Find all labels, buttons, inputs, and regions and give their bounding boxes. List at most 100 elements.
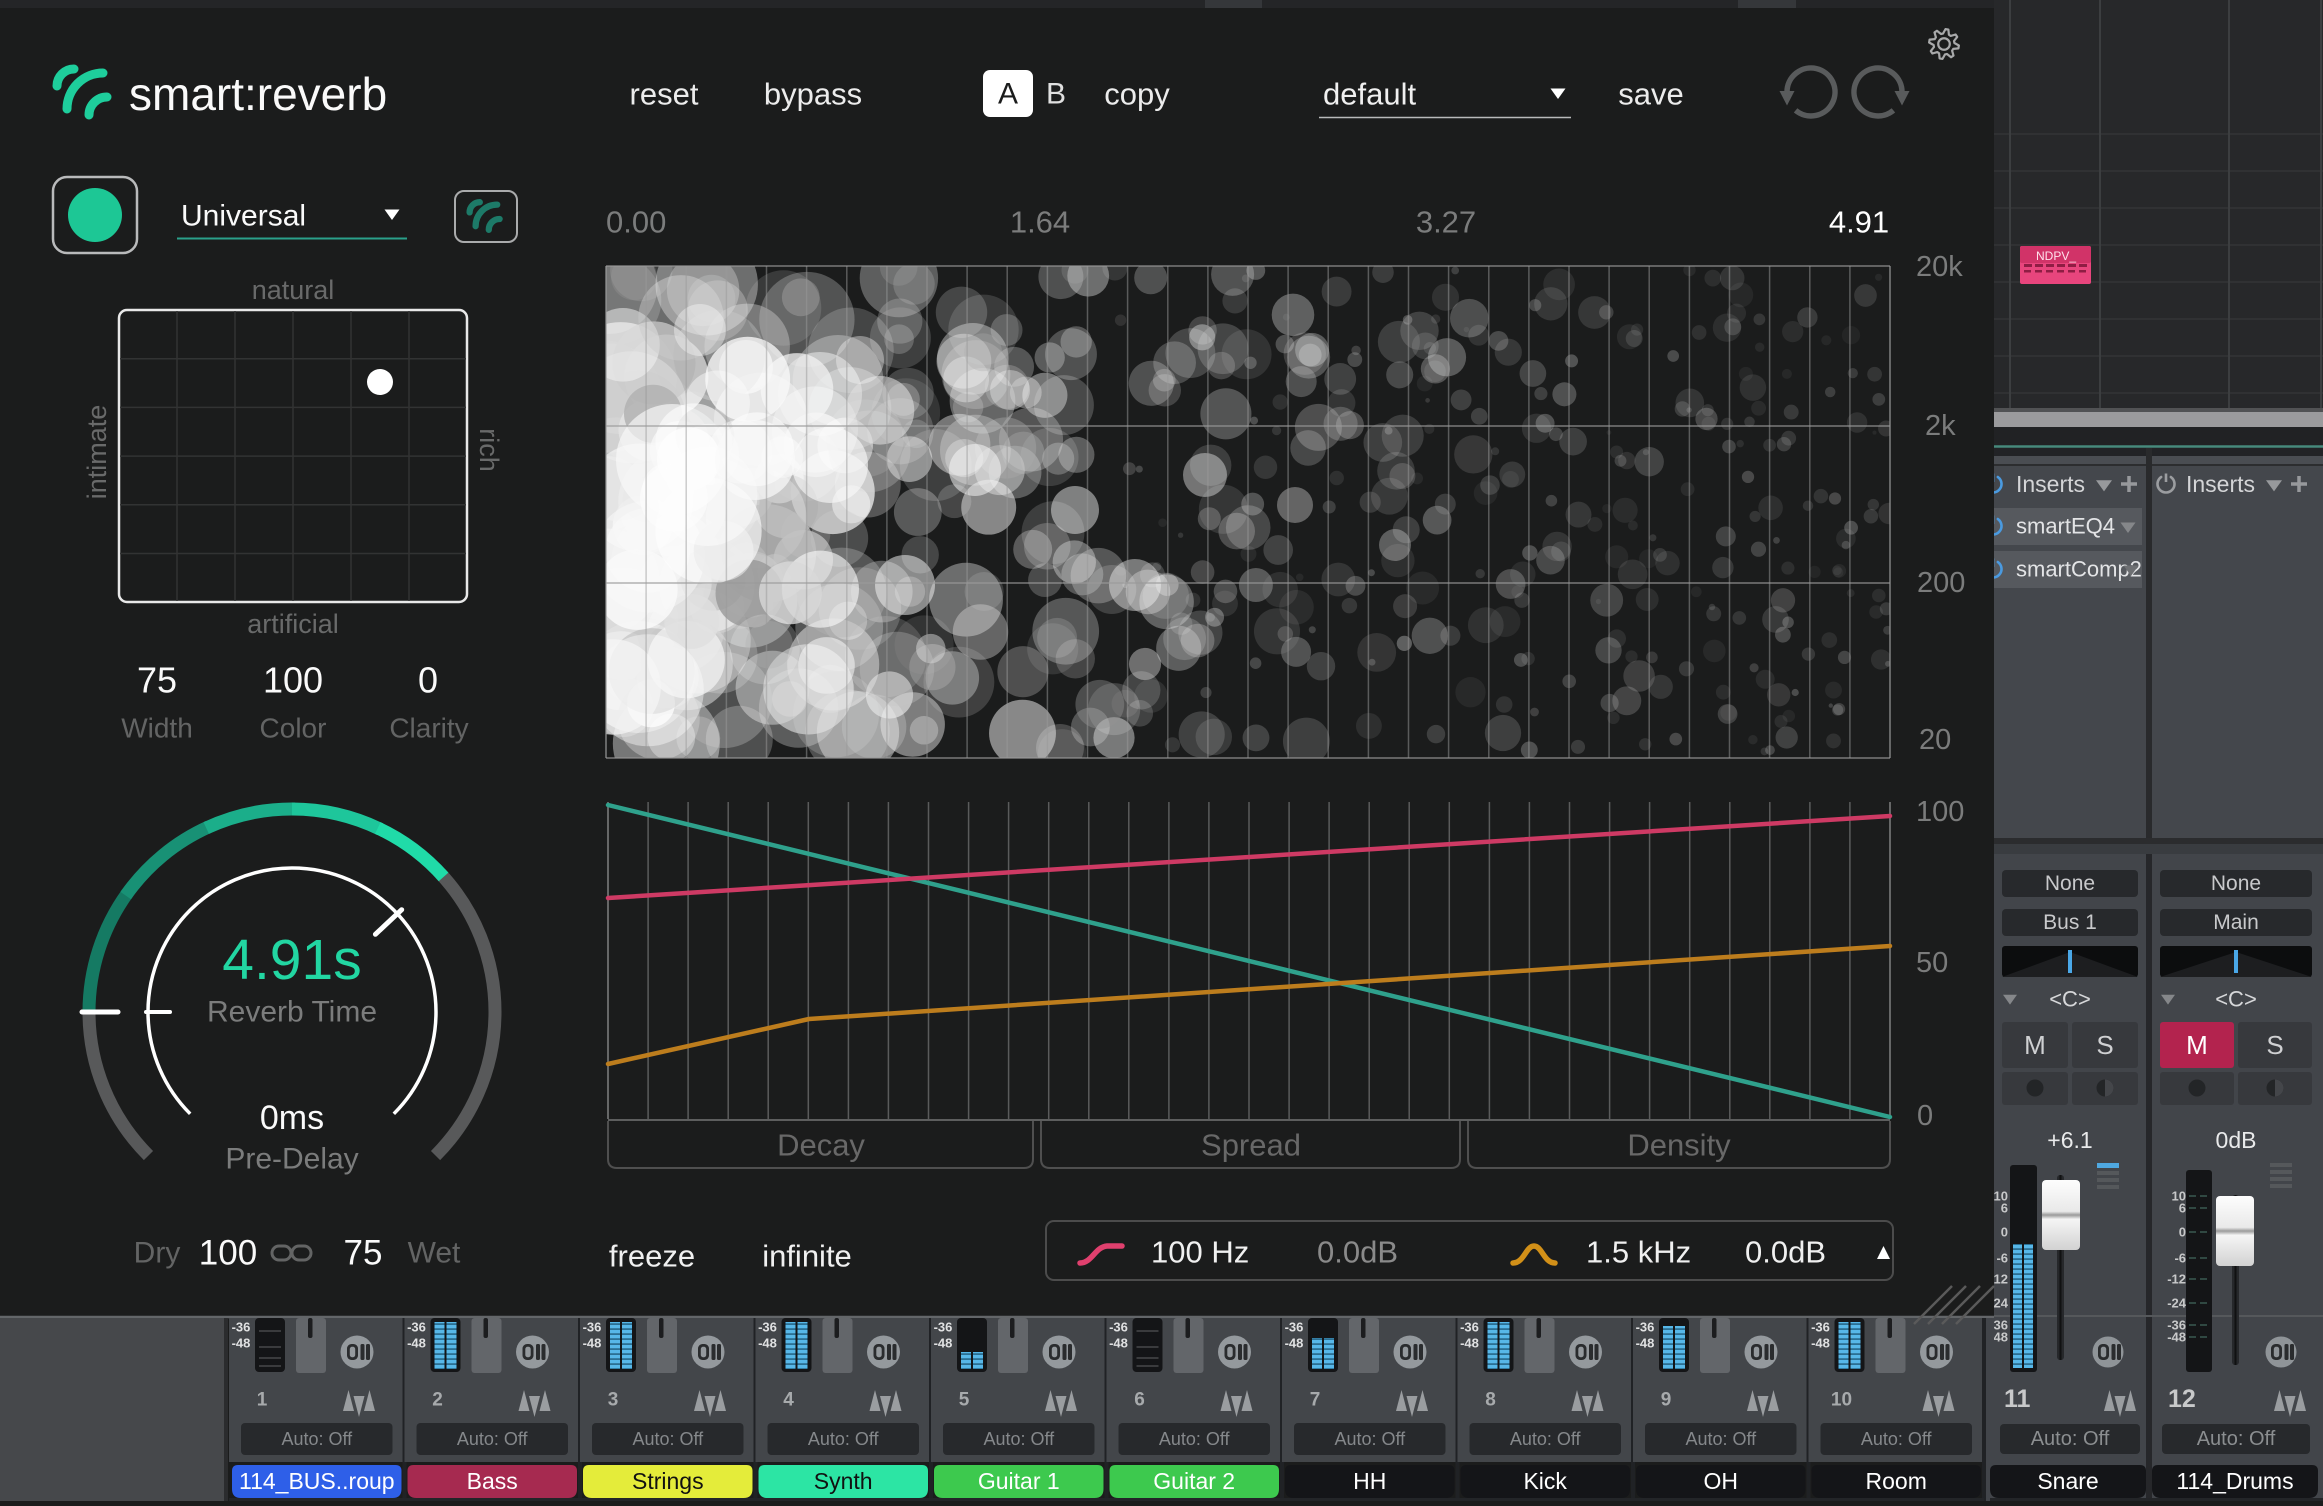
svg-text:50: 50 <box>1916 947 1948 979</box>
svg-text:100: 100 <box>263 660 323 701</box>
svg-text:Auto: Off: Auto: Off <box>281 1429 353 1449</box>
svg-text:-12: -12 <box>2167 1272 2186 1287</box>
svg-text:-24: -24 <box>2167 1296 2187 1311</box>
svg-text:-48: -48 <box>1109 1336 1128 1351</box>
svg-text:75: 75 <box>137 660 177 701</box>
svg-text:Guitar 2: Guitar 2 <box>1153 1468 1235 1494</box>
svg-text:M: M <box>2024 1030 2046 1060</box>
svg-text:Color: Color <box>260 713 327 744</box>
svg-text:<C>: <C> <box>2215 987 2257 1012</box>
svg-text:Auto: Off: Auto: Off <box>983 1429 1055 1449</box>
svg-text:default: default <box>1323 77 1416 112</box>
svg-text:None: None <box>2211 872 2261 895</box>
svg-text:-36: -36 <box>2167 1318 2186 1333</box>
svg-text:NDPV_: NDPV_ <box>2036 249 2076 263</box>
svg-text:<C>: <C> <box>2049 987 2091 1012</box>
svg-text:100: 100 <box>199 1234 257 1273</box>
svg-text:S: S <box>2266 1030 2283 1060</box>
svg-text:0dB: 0dB <box>2216 1127 2257 1153</box>
svg-text:Auto: Off: Auto: Off <box>1159 1429 1231 1449</box>
svg-text:200: 200 <box>1917 567 1965 599</box>
svg-text:-48: -48 <box>934 1336 953 1351</box>
svg-text:-36: -36 <box>1460 1320 1479 1335</box>
svg-text:artificial: artificial <box>247 609 339 639</box>
svg-text:Density: Density <box>1627 1128 1731 1163</box>
svg-text:-36: -36 <box>1636 1320 1655 1335</box>
svg-text:Decay: Decay <box>777 1128 865 1163</box>
svg-text:9: 9 <box>1661 1390 1672 1411</box>
svg-text:Reverb Time: Reverb Time <box>207 996 377 1029</box>
svg-text:None: None <box>2045 872 2095 895</box>
svg-text:freeze: freeze <box>609 1239 695 1274</box>
svg-text:Wet: Wet <box>408 1237 461 1270</box>
svg-text:-48: -48 <box>1460 1336 1479 1351</box>
svg-text:+6.1: +6.1 <box>2047 1127 2092 1153</box>
svg-text:S: S <box>2096 1030 2113 1060</box>
svg-text:-48: -48 <box>1989 1330 2008 1345</box>
svg-text:2: 2 <box>432 1390 443 1411</box>
svg-text:Snare: Snare <box>2037 1468 2098 1494</box>
svg-text:-36: -36 <box>1811 1320 1830 1335</box>
svg-text:7: 7 <box>1310 1390 1321 1411</box>
svg-text:0: 0 <box>2001 1225 2008 1240</box>
svg-text:0: 0 <box>418 660 438 701</box>
svg-text:-36: -36 <box>407 1320 426 1335</box>
svg-text:114_BUS..roup: 114_BUS..roup <box>239 1468 395 1494</box>
svg-text:Synth: Synth <box>814 1468 873 1494</box>
svg-text:-36: -36 <box>583 1320 602 1335</box>
svg-text:-36: -36 <box>1109 1320 1128 1335</box>
svg-text:-36: -36 <box>232 1320 251 1335</box>
svg-text:Auto: Off: Auto: Off <box>1510 1429 1582 1449</box>
svg-text:0.0dB: 0.0dB <box>1745 1235 1826 1270</box>
svg-text:10: 10 <box>2172 1189 2186 1204</box>
svg-text:8: 8 <box>1485 1390 1496 1411</box>
svg-text:1: 1 <box>257 1390 268 1411</box>
svg-text:intimate: intimate <box>82 405 112 500</box>
svg-text:6: 6 <box>2001 1201 2008 1216</box>
svg-text:Pre-Delay: Pre-Delay <box>225 1143 358 1176</box>
svg-text:0.00: 0.00 <box>606 205 666 240</box>
svg-text:Bass: Bass <box>467 1468 518 1494</box>
svg-text:4.91: 4.91 <box>1829 205 1889 240</box>
svg-text:-48: -48 <box>758 1336 777 1351</box>
svg-text:0: 0 <box>2179 1225 2186 1240</box>
svg-text:smartEQ4: smartEQ4 <box>2016 514 2115 539</box>
svg-text:-48: -48 <box>1285 1336 1304 1351</box>
svg-text:rich: rich <box>474 428 504 472</box>
svg-text:20: 20 <box>1919 724 1951 756</box>
svg-text:Guitar 1: Guitar 1 <box>978 1468 1060 1494</box>
svg-text:Auto: Off: Auto: Off <box>632 1429 704 1449</box>
svg-text:-6: -6 <box>1996 1251 2008 1266</box>
svg-text:0.0dB: 0.0dB <box>1317 1235 1398 1270</box>
svg-text:75: 75 <box>344 1234 383 1273</box>
svg-text:save: save <box>1618 77 1683 112</box>
svg-text:smart:reverb: smart:reverb <box>129 68 387 120</box>
svg-text:Auto: Off: Auto: Off <box>1685 1429 1757 1449</box>
svg-text:0ms: 0ms <box>260 1099 324 1137</box>
svg-text:6: 6 <box>2179 1201 2186 1216</box>
svg-text:Kick: Kick <box>1523 1468 1567 1494</box>
svg-text:OH: OH <box>1704 1468 1739 1494</box>
svg-text:10: 10 <box>1831 1390 1852 1411</box>
svg-text:copy: copy <box>1104 77 1170 112</box>
svg-text:-12: -12 <box>1989 1272 2008 1287</box>
svg-text:Auto: Off: Auto: Off <box>2197 1428 2276 1450</box>
svg-text:-48: -48 <box>2167 1330 2186 1345</box>
svg-text:-36: -36 <box>1989 1318 2008 1333</box>
svg-text:infinite: infinite <box>762 1239 852 1274</box>
svg-text:-48: -48 <box>407 1336 426 1351</box>
svg-text:HH: HH <box>1353 1468 1386 1494</box>
svg-text:-48: -48 <box>232 1336 251 1351</box>
svg-text:A: A <box>998 78 1018 111</box>
svg-text:1.64: 1.64 <box>1010 205 1070 240</box>
svg-text:Width: Width <box>121 713 193 744</box>
svg-text:Universal: Universal <box>181 200 306 233</box>
svg-text:Main: Main <box>2213 911 2259 934</box>
svg-text:2k: 2k <box>1925 410 1956 442</box>
svg-text:5: 5 <box>959 1390 970 1411</box>
svg-text:reset: reset <box>630 77 699 112</box>
svg-text:4: 4 <box>783 1390 794 1411</box>
svg-text:B: B <box>1046 78 1066 111</box>
svg-text:Inserts: Inserts <box>2016 471 2085 497</box>
svg-text:6: 6 <box>1134 1390 1145 1411</box>
